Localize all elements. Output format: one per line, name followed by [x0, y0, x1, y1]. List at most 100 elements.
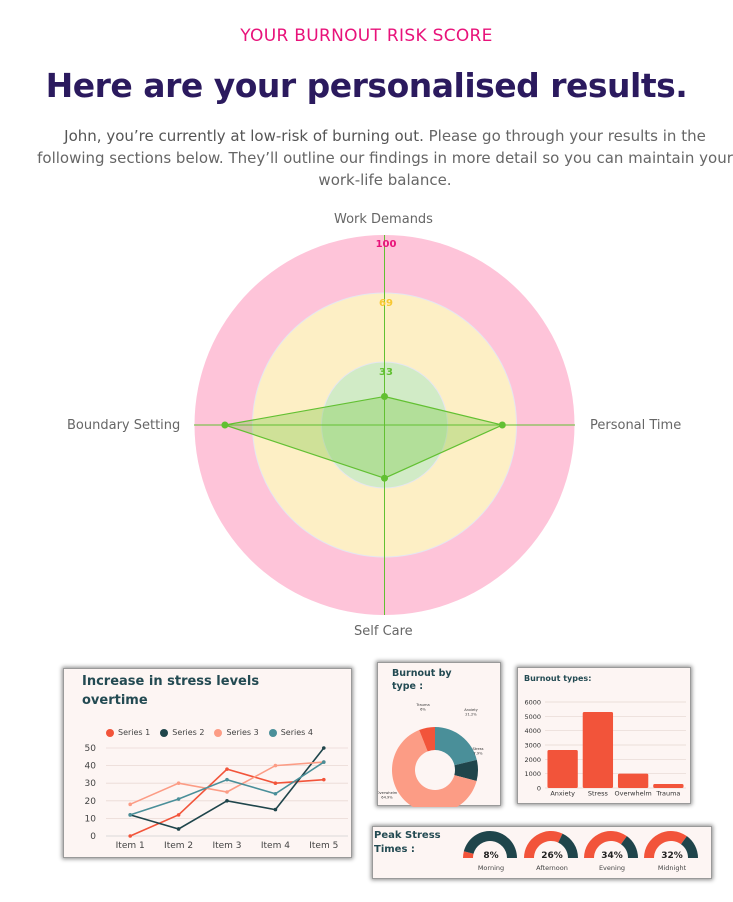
gauge-label-afternoon: Afternoon	[536, 864, 568, 872]
gauge-fill	[644, 831, 687, 858]
gauge-remainder	[463, 831, 517, 858]
y-tick-label: 0	[537, 785, 541, 793]
peak-stress-gauges: 8% Morning 26% Afternoon 34% Evening 32% Midnig…	[463, 831, 698, 872]
gauge-remainder	[558, 833, 578, 858]
bar-chart-card: Burnout types: 0 1000 2000 3000 4000 5000 6000…	[517, 667, 691, 804]
pie-label-name: Overwhelm	[378, 791, 398, 795]
gauge-value-evening: 34%	[601, 851, 623, 861]
gauge-fill	[524, 831, 563, 858]
radar-point-self-care	[381, 474, 388, 482]
gauge-value-morning: 8%	[483, 851, 498, 861]
pie-chart-card: Burnout by type : Anxiety 21.2% Stress 7.9%…	[377, 662, 501, 807]
pie-label-value: 7.9%	[473, 752, 483, 756]
axis-label-boundary-setting: Boundary Setting	[67, 418, 181, 433]
gauge-value-afternoon: 26%	[541, 851, 563, 861]
axis-label-self-care: Self Care	[354, 624, 413, 639]
bar-stress	[582, 712, 614, 788]
x-tick-label: Item 4	[261, 841, 290, 851]
series-3-point	[225, 790, 229, 794]
pie-label-value: 6%	[420, 708, 426, 712]
zone-label-69: 69	[379, 298, 393, 309]
pie-label-value: 64.9%	[381, 796, 393, 800]
series-1-point	[128, 834, 132, 838]
pie-label-value: 21.2%	[465, 713, 477, 717]
x-tick-label: Item 1	[116, 841, 145, 851]
pie-label-name: Stress	[472, 747, 483, 751]
line-chart-legend: Series 1 Series 2 Series 3 Series 4	[106, 728, 313, 737]
bar-chart-title: Burnout types:	[524, 674, 592, 683]
y-tick-label: 4000	[524, 727, 541, 735]
zone-label-100: 100	[376, 239, 397, 250]
pie-slice-stress	[454, 759, 478, 781]
line-chart-title: Increase in stress levels overtime	[82, 674, 260, 708]
axis-label-work-demands: Work Demands	[334, 212, 433, 227]
bar-anxiety	[547, 750, 578, 788]
radar-chart: 100 69 33	[194, 235, 575, 615]
series-3-point	[128, 802, 132, 807]
y-tick-label: 20	[85, 797, 97, 807]
gauge-value-midnight: 32%	[661, 851, 683, 861]
series-1-point	[322, 777, 326, 782]
series-3-point	[176, 781, 181, 785]
pie-slice-trauma	[419, 727, 435, 752]
y-tick-label: 3000	[524, 742, 541, 750]
zone-label-33: 33	[379, 367, 393, 378]
series-1-point	[176, 813, 181, 817]
y-tick-label: 0	[90, 832, 96, 842]
series-3-point	[273, 763, 278, 768]
x-tick-label: Item 2	[164, 841, 193, 851]
line-chart-plot: 0 10 20 30 40 50 Item 1 Item 2 Item 3 Item 4 Item …	[85, 744, 348, 851]
series-1-point	[273, 781, 278, 785]
pie-slice-anxiety	[435, 727, 477, 766]
y-tick-label: 40	[85, 762, 97, 772]
pie-label-name: Trauma	[415, 703, 429, 707]
line-chart-card: Increase in stress levels overtime Serie…	[63, 668, 352, 858]
gauge-label-morning: Morning	[478, 864, 504, 872]
bar-chart-plot: 0 1000 2000 3000 4000 5000 6000 Anxiety Stress Ov…	[524, 699, 686, 798]
x-tick-label: Stress	[588, 790, 609, 798]
legend-series-2: Series 2	[160, 728, 204, 737]
y-tick-label: 10	[85, 814, 97, 824]
bar-overwhelm	[617, 773, 649, 788]
pie-label-name: Anxiety	[464, 708, 478, 712]
series-line-2	[129, 747, 325, 830]
intro-detail: Please go through your results in the fo…	[37, 127, 733, 189]
series-4-point	[225, 777, 229, 782]
series-2-point	[176, 827, 181, 831]
series-4-point	[322, 760, 326, 764]
radar-point-personal-time	[498, 421, 506, 429]
peak-stress-card: Peak Stress Times : 8% Morning 26% Afternoo…	[372, 826, 712, 879]
series-4-point	[273, 791, 278, 796]
legend-series-1: Series 1	[106, 728, 150, 737]
y-tick-label: 6000	[524, 699, 541, 707]
gauge-remainder	[680, 836, 698, 858]
pie-slice-overwhelm	[392, 730, 477, 807]
gauge-remainder	[620, 836, 638, 858]
gauge-label-midnight: Midnight	[658, 864, 687, 872]
gauge-fill	[463, 851, 474, 858]
y-tick-label: 2000	[524, 756, 541, 764]
x-tick-label: Item 3	[212, 841, 241, 851]
peak-stress-title: Peak Stress Times :	[374, 830, 441, 855]
series-4-point	[128, 813, 132, 817]
y-tick-label: 5000	[524, 713, 541, 721]
x-tick-label: Item 5	[309, 841, 338, 851]
x-tick-label: Trauma	[655, 790, 680, 798]
series-2-point	[273, 807, 278, 812]
series-1-point	[225, 767, 229, 771]
gauge-fill	[584, 831, 627, 858]
axis-label-personal-time: Personal Time	[590, 418, 682, 433]
radar-point-boundary-setting	[221, 421, 229, 429]
section-eyebrow: YOUR BURNOUT RISK SCORE	[240, 26, 493, 46]
intro-risk-summary: John, you’re currently at low-risk of bu…	[64, 127, 424, 145]
bar-trauma	[653, 783, 684, 788]
series-2-point	[225, 799, 229, 803]
x-tick-label: Anxiety	[550, 790, 575, 798]
series-4-point	[176, 797, 181, 801]
gauge-label-evening: Evening	[599, 864, 625, 872]
y-tick-label: 1000	[524, 770, 541, 778]
legend-series-3: Series 3	[214, 728, 259, 737]
pie-chart-title: Burnout by type :	[392, 668, 452, 692]
page-title: Here are your personalised results.	[45, 66, 688, 105]
radar-point-work-demands	[381, 393, 388, 400]
